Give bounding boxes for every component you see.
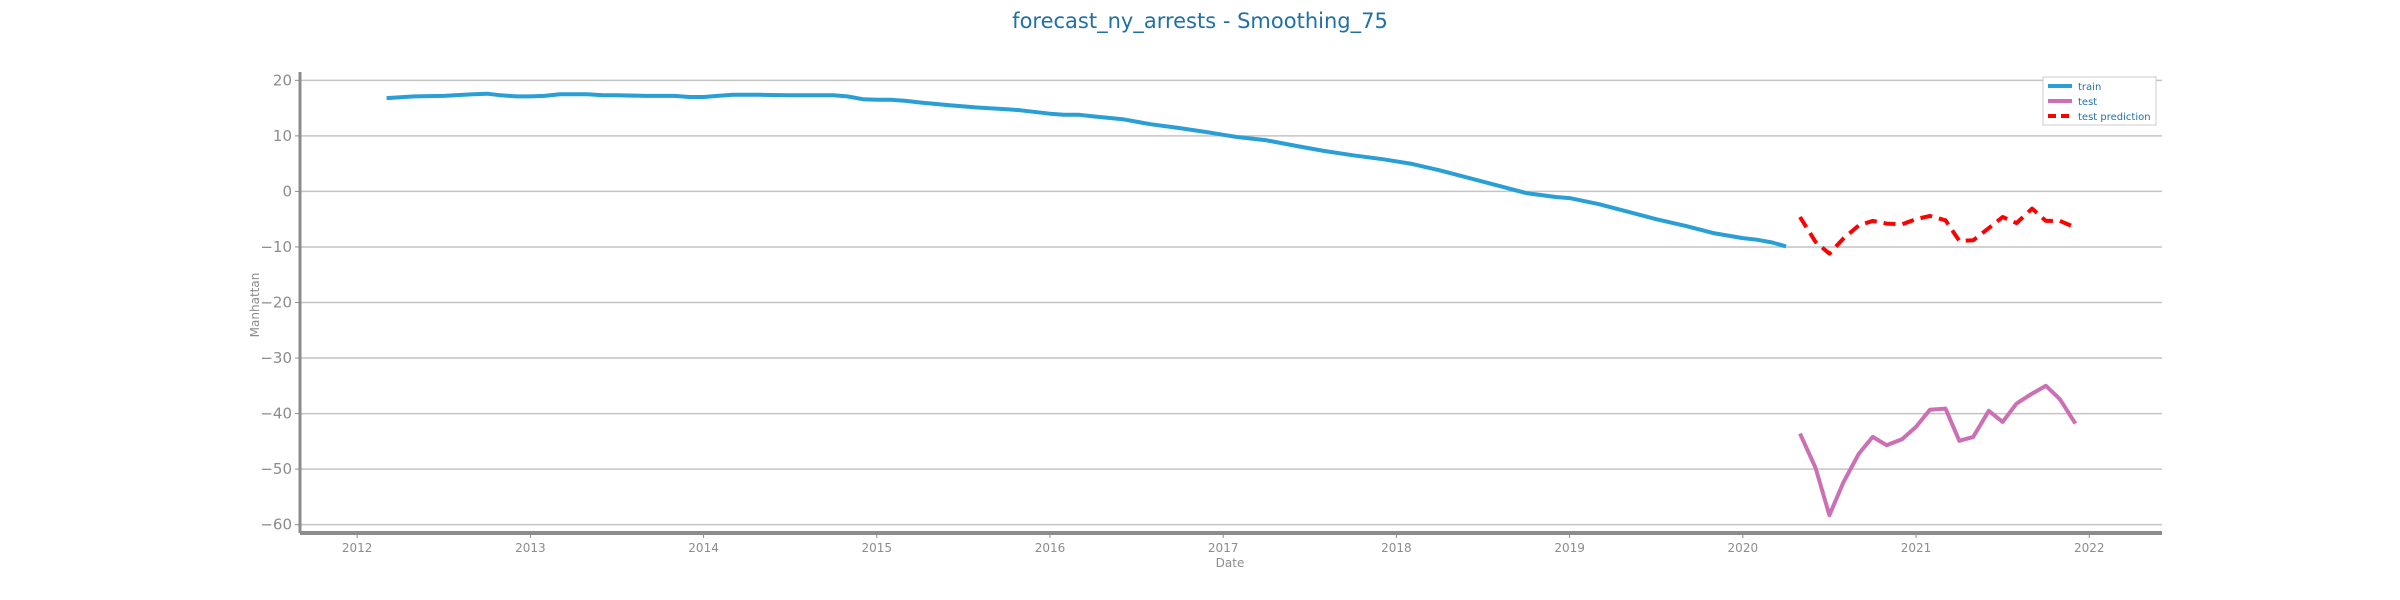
y-tick-label: 10: [273, 127, 292, 145]
x-axis-label: Date: [1216, 556, 1245, 570]
y-tick-label: −20: [260, 294, 292, 312]
x-tick-label: 2012: [342, 541, 373, 555]
y-tick-label: −10: [260, 238, 292, 256]
y-tick-label: 20: [273, 71, 292, 89]
x-tick-label: 2013: [515, 541, 546, 555]
legend: train test test prediction: [2042, 76, 2157, 126]
x-tick-label: 2021: [1901, 541, 1932, 555]
gridlines: [300, 79, 2162, 526]
y-tick-label: 0: [282, 182, 292, 200]
x-tick-label: 2016: [1035, 541, 1066, 555]
y-ticks: 20 10 0 −10 −20 −30 −40 −50 −60: [260, 71, 300, 534]
chart-title: forecast_ny_arrests - Smoothing_75: [1012, 9, 1388, 34]
x-ticks: 2012 2013 2014 2015 2016 2017 2018 2019 2020 2021…: [342, 533, 2105, 555]
legend-label: test: [2078, 97, 2097, 108]
axes: [298, 72, 2162, 535]
legend-label: train: [2078, 82, 2101, 93]
series-line-train: [386, 91, 1787, 249]
y-tick-label: −30: [260, 349, 292, 367]
x-tick-label: 2022: [2074, 541, 2105, 555]
x-tick-label: 2018: [1381, 541, 1412, 555]
y-tick-label: −60: [260, 516, 292, 534]
y-axis-label: Manhattan: [248, 273, 262, 338]
x-tick-label: 2020: [1728, 541, 1759, 555]
x-tick-label: 2019: [1554, 541, 1585, 555]
y-tick-label: −40: [260, 405, 292, 423]
x-tick-label: 2017: [1208, 541, 1239, 555]
series-line-test: [1798, 383, 2078, 518]
x-tick-label: 2014: [688, 541, 719, 555]
series-lines: [386, 91, 2078, 518]
legend-label: test prediction: [2078, 112, 2151, 123]
series-line-test-prediction: [1798, 206, 2077, 256]
x-tick-label: 2015: [862, 541, 893, 555]
y-tick-label: −50: [260, 460, 292, 478]
